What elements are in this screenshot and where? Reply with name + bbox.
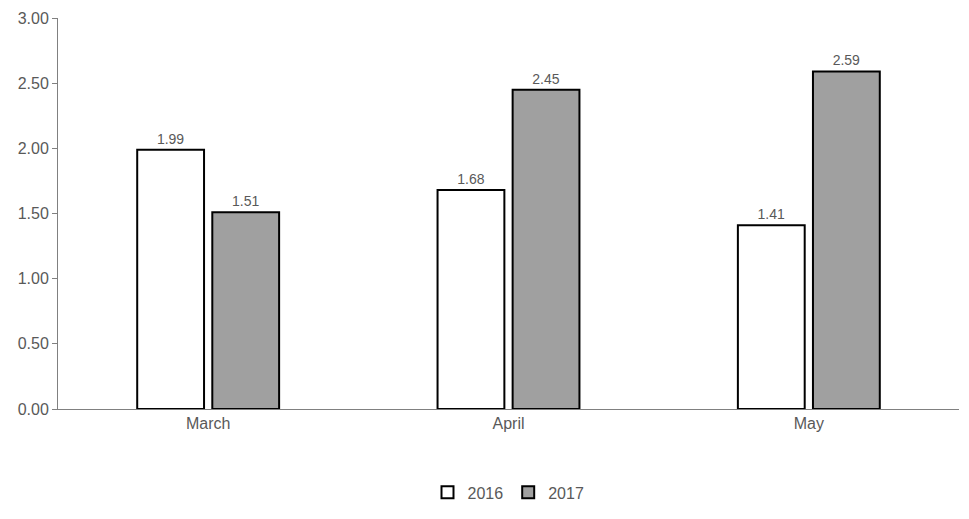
svg-text:1.68: 1.68 (457, 171, 484, 187)
svg-text:April: April (492, 415, 524, 432)
svg-text:1.51: 1.51 (232, 193, 259, 209)
svg-text:2.45: 2.45 (532, 71, 559, 87)
svg-text:2017: 2017 (548, 485, 584, 502)
svg-text:2016: 2016 (468, 485, 504, 502)
svg-text:0.00: 0.00 (18, 401, 49, 418)
svg-text:1.99: 1.99 (157, 131, 184, 147)
svg-text:0.50: 0.50 (18, 335, 49, 352)
svg-text:2.59: 2.59 (833, 52, 860, 68)
svg-text:2.50: 2.50 (18, 75, 49, 92)
svg-text:3.00: 3.00 (18, 10, 49, 27)
svg-text:May: May (794, 415, 824, 432)
svg-text:March: March (186, 415, 230, 432)
svg-text:1.41: 1.41 (758, 206, 785, 222)
svg-text:1.00: 1.00 (18, 270, 49, 287)
svg-text:2.00: 2.00 (18, 140, 49, 157)
svg-text:1.50: 1.50 (18, 205, 49, 222)
